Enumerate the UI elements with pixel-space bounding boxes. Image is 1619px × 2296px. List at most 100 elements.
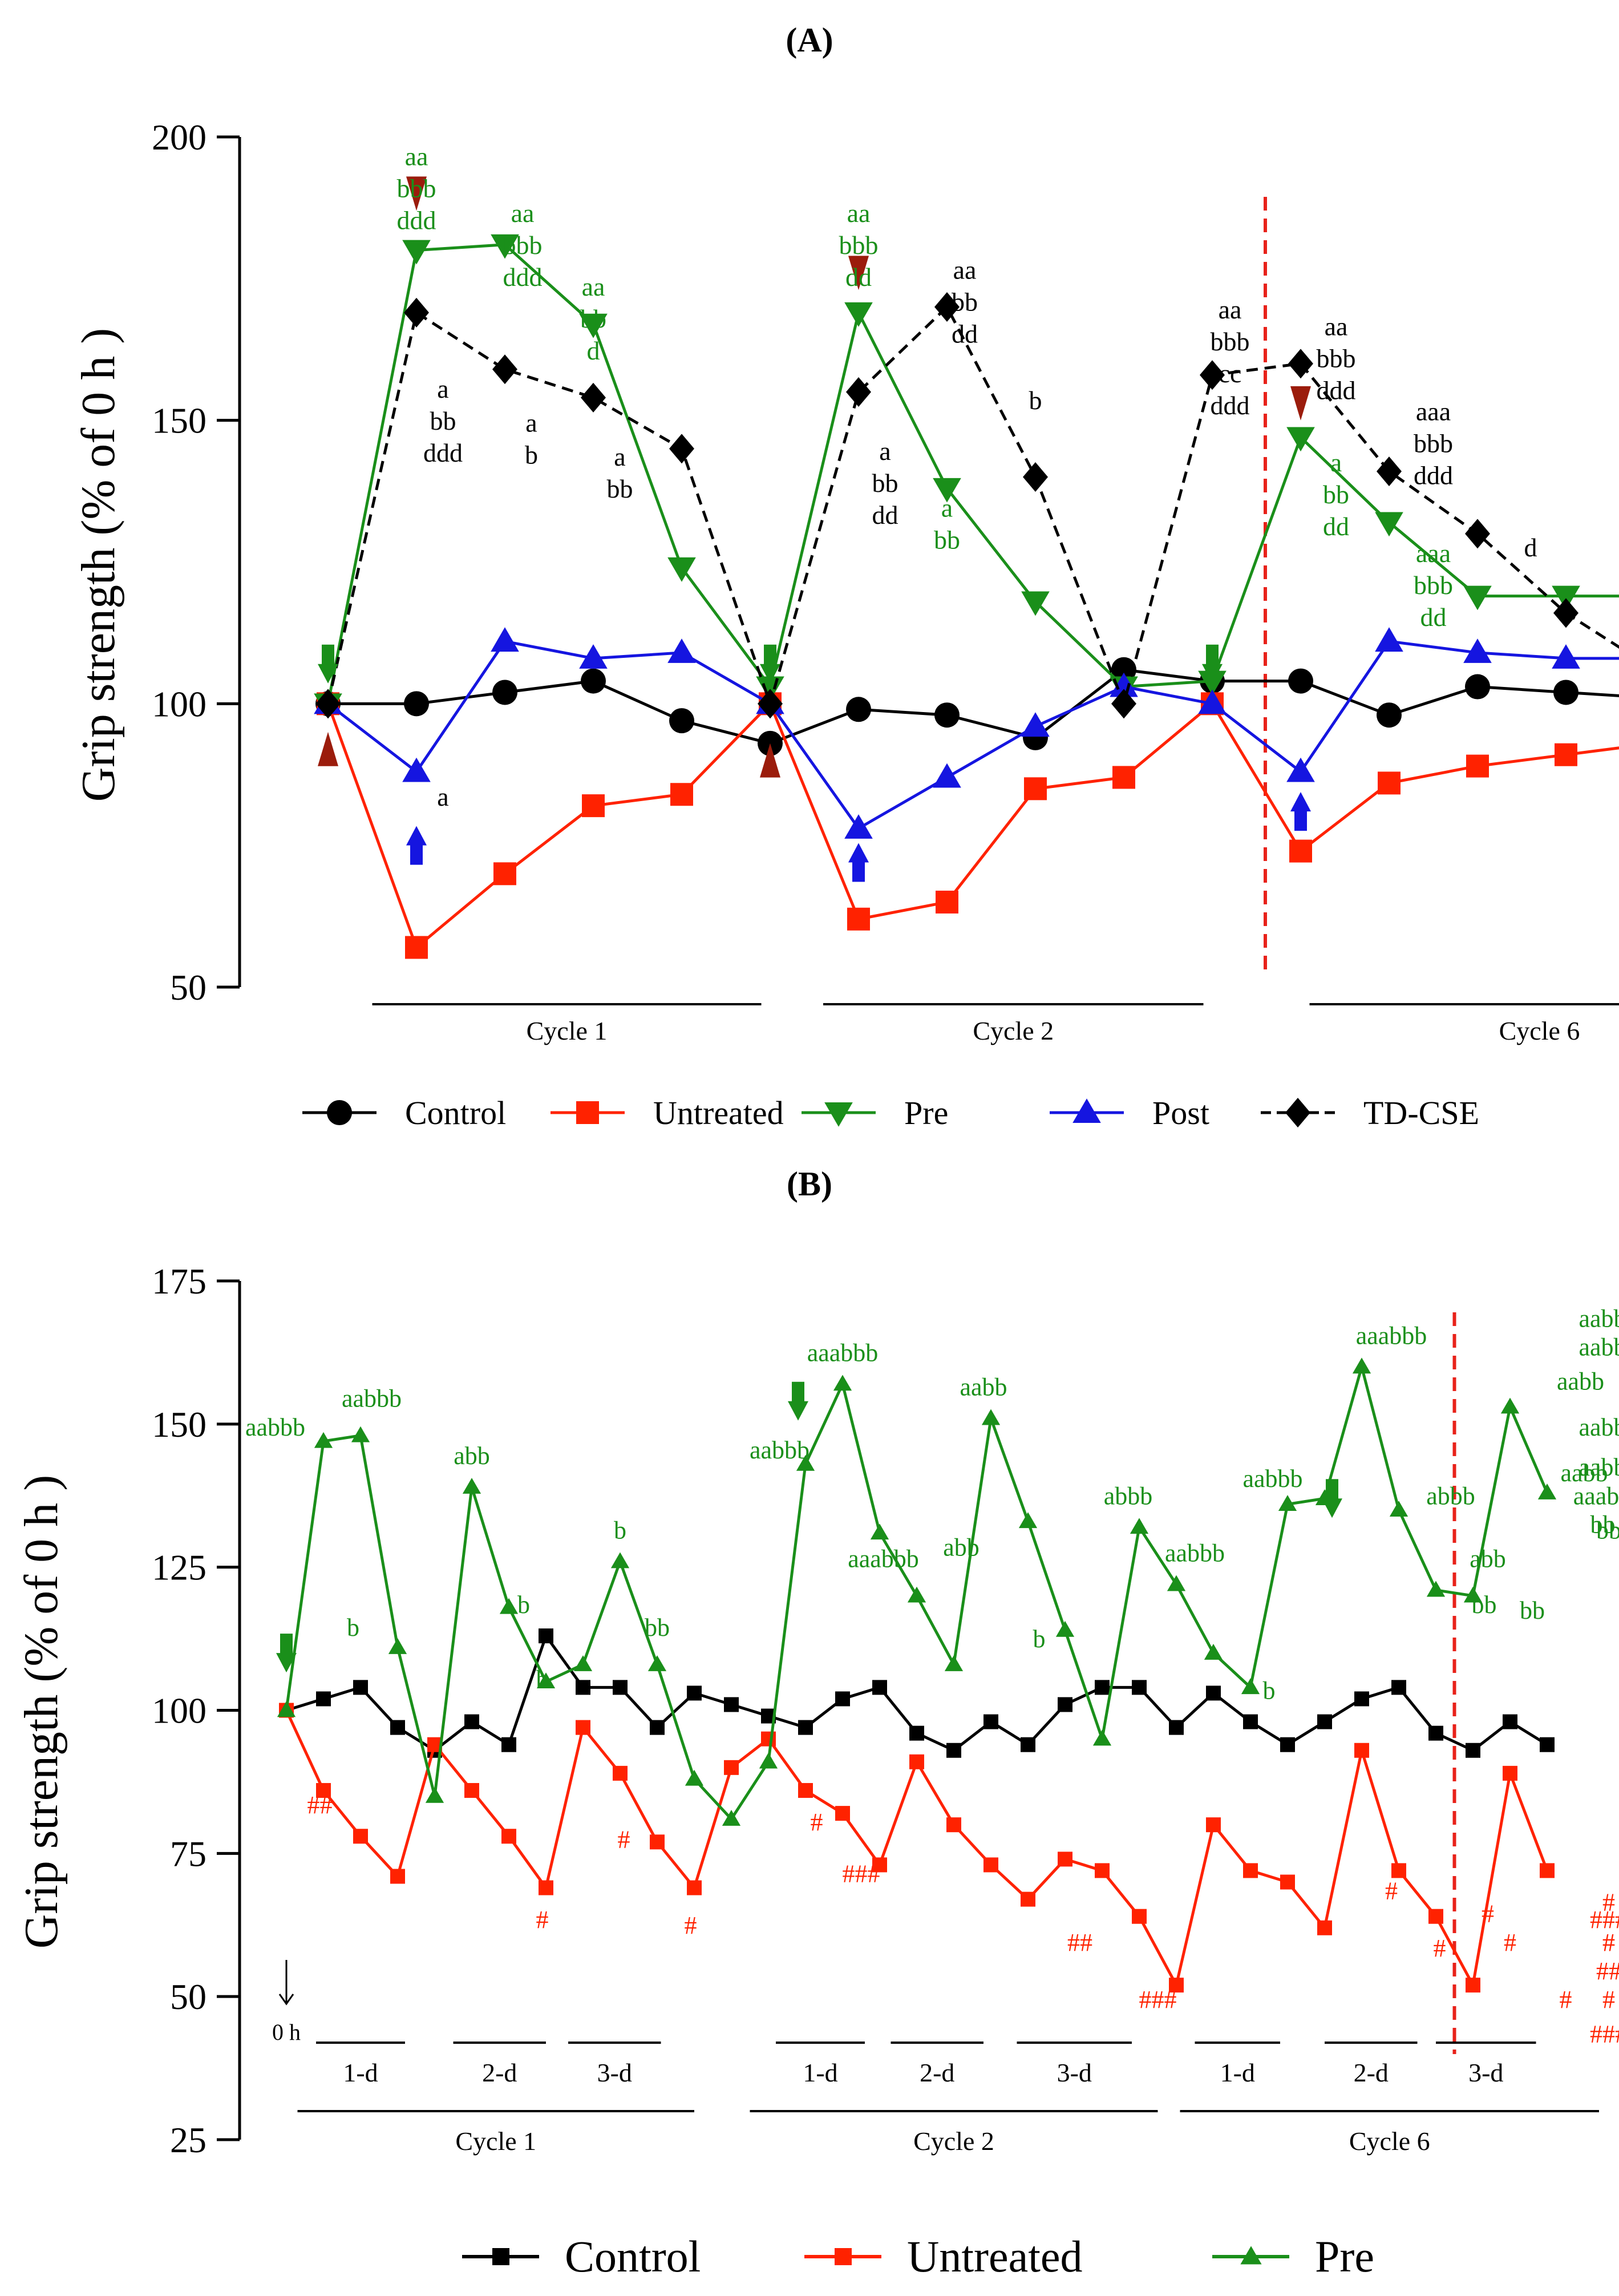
point-post-a <box>1286 757 1315 782</box>
significance-label-a: a <box>437 782 448 811</box>
y-tick-label-b: 75 <box>170 1833 207 1874</box>
point-pre-a <box>1463 585 1492 611</box>
point-untreated-b <box>1095 1863 1110 1878</box>
point-pre-b <box>610 1552 630 1569</box>
panel-label-b: (B) <box>787 1165 832 1203</box>
significance-label-a: aa <box>847 199 871 228</box>
point-tdcse-a <box>669 434 694 464</box>
arrow-up-icon <box>406 826 427 865</box>
point-post-a <box>402 757 431 782</box>
point-post-a <box>844 814 873 839</box>
point-control-b <box>650 1720 665 1735</box>
significance-label-a: bbb <box>1317 344 1356 373</box>
legend-marker-pre-b <box>1240 2246 1262 2265</box>
point-control-b <box>1169 1720 1184 1735</box>
point-control-b <box>1540 1737 1555 1752</box>
point-untreated-b <box>1132 1909 1147 1924</box>
point-control-b <box>1503 1714 1517 1729</box>
significance-label-b: # <box>536 1906 549 1934</box>
significance-label-a: bbb <box>839 231 879 260</box>
series-line-control-a <box>328 668 1619 745</box>
point-untreated-a <box>1378 771 1401 795</box>
significance-label-b: bb <box>1590 1510 1616 1538</box>
legend-label-a: TD-CSE <box>1363 1094 1479 1131</box>
point-untreated-b <box>798 1782 813 1798</box>
triangle-down-icon <box>848 256 869 290</box>
significance-label-b: # <box>811 1808 823 1836</box>
point-pre-a <box>579 313 608 338</box>
point-tdcse-a <box>934 292 960 322</box>
legend-marker-post-a <box>1072 1098 1101 1123</box>
point-control-a <box>1465 674 1490 700</box>
point-untreated-a <box>1555 743 1577 766</box>
point-pre-a <box>1021 591 1050 616</box>
point-untreated-a <box>1024 777 1047 801</box>
significance-label-a: bb <box>872 468 898 498</box>
point-control-a <box>846 697 871 722</box>
point-pre-b <box>388 1638 407 1654</box>
point-untreated-b <box>724 1760 739 1775</box>
significance-label-b: # <box>1602 1889 1615 1917</box>
point-post-a <box>1552 644 1580 669</box>
significance-label-b: # <box>618 1825 630 1853</box>
significance-label-b: bb <box>1596 1517 1619 1545</box>
significance-label-a: bbb <box>397 174 436 203</box>
point-control-b <box>798 1720 813 1735</box>
arrow-up-icon <box>1290 792 1311 831</box>
series-line-pre-a <box>326 243 1619 704</box>
point-pre-b <box>907 1586 926 1603</box>
point-post-a <box>933 763 961 788</box>
point-control-b <box>872 1680 887 1695</box>
significance-label-a: aa <box>1219 295 1242 324</box>
significance-label-b: aaabbb <box>848 1545 919 1573</box>
point-untreated-b <box>761 1731 776 1747</box>
point-post-a <box>1110 672 1138 697</box>
significance-label-a: ddd <box>503 262 543 292</box>
significance-label-a: bb <box>934 526 960 555</box>
triangle-down-icon <box>1290 386 1311 421</box>
significance-label-a: aa <box>582 272 605 301</box>
significance-label-b: aabbb <box>1578 1333 1619 1361</box>
triangle-up-icon <box>760 743 780 778</box>
significance-label-b: bb <box>1520 1596 1545 1624</box>
day-label-b: 2-d <box>1354 2058 1389 2087</box>
significance-label-b: aabbb <box>1165 1539 1225 1567</box>
point-untreated-b <box>464 1782 479 1798</box>
significance-label-a: bbb <box>503 231 543 260</box>
significance-label-a: ddd <box>1211 391 1250 420</box>
triangle-down-icon <box>406 176 427 211</box>
significance-label-a: bb <box>952 287 978 316</box>
day-label-b: 2-d <box>482 2058 517 2087</box>
point-control-b <box>613 1680 628 1695</box>
point-untreated-b <box>1280 1874 1295 1890</box>
significance-label-b: aabbb <box>1578 1413 1619 1441</box>
significance-label-a: ddd <box>397 206 436 235</box>
point-untreated-b <box>872 1857 887 1873</box>
significance-label-a: a <box>437 374 448 403</box>
point-post-a <box>1463 638 1492 663</box>
point-pre-b <box>1204 1644 1223 1660</box>
significance-label-b: aabbb <box>245 1413 305 1441</box>
point-control-b <box>1095 1680 1110 1695</box>
point-control-b <box>983 1714 998 1729</box>
day-label-b: 3-d <box>1057 2058 1092 2087</box>
point-control-b <box>390 1720 405 1735</box>
point-pre-b <box>1463 1586 1483 1603</box>
significance-label-a: a <box>614 442 625 471</box>
legend-label-b: Pre <box>1315 2232 1374 2281</box>
point-control-b <box>1132 1680 1147 1695</box>
point-pre-a <box>491 234 519 259</box>
significance-label-b: ### <box>843 1860 880 1888</box>
panel-a: (A) 50 100 150 200 Grip strength (% of 0 h ) C… <box>72 21 1619 1131</box>
point-pre-b <box>944 1655 964 1671</box>
legend-marker-untreated-a <box>576 1101 599 1124</box>
significance-label-b: ### <box>1590 2020 1619 2048</box>
day-label-b: 1-d <box>803 2058 837 2087</box>
point-untreated-b <box>1317 1920 1332 1935</box>
y-tick-label-b: 125 <box>152 1547 207 1588</box>
significance-label-a: a <box>941 494 953 523</box>
significance-label-b: aabbb <box>1242 1465 1302 1493</box>
point-untreated-b <box>613 1765 628 1781</box>
point-pre-b <box>1500 1397 1520 1414</box>
point-tdcse-a <box>581 382 606 413</box>
